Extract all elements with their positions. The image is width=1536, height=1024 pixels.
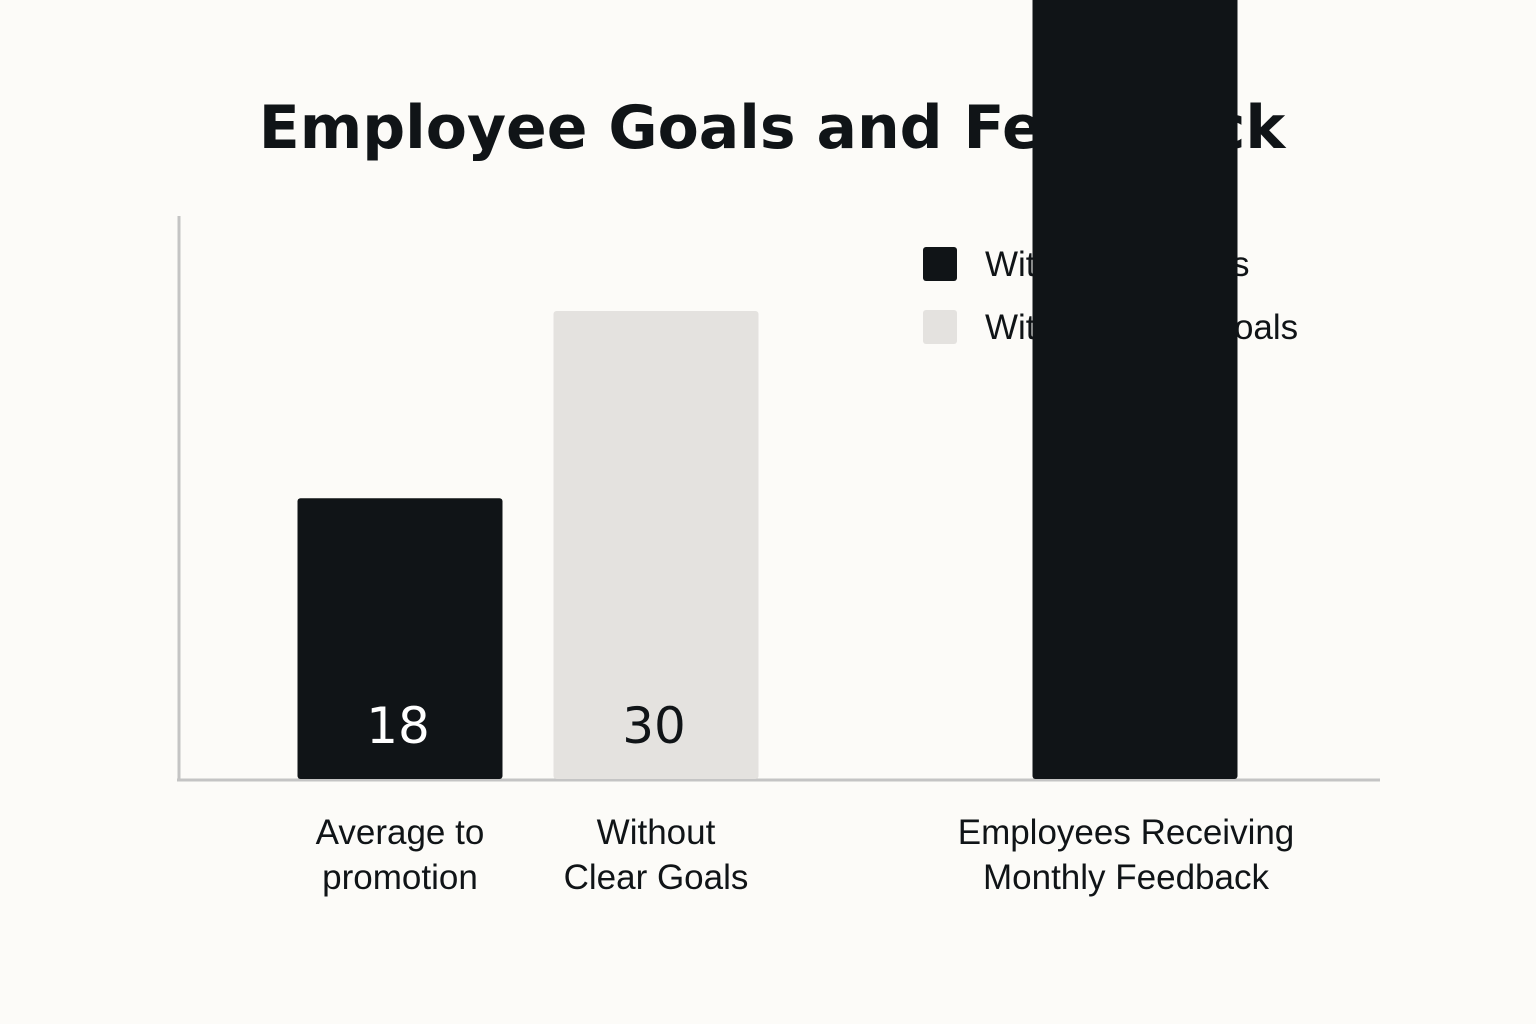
legend-swatch-2 bbox=[923, 310, 957, 344]
bar-value-label-1: 18 bbox=[366, 697, 430, 755]
category-labels: Average to promotion Without Clear Goals Emp… bbox=[316, 813, 1295, 897]
category-label-1-line-1: Average to bbox=[316, 813, 485, 852]
legend-swatch-1 bbox=[923, 247, 957, 281]
category-label-2-line-2: Clear Goals bbox=[564, 858, 749, 897]
category-label-2-line-1: Without bbox=[597, 813, 716, 852]
category-label-3-line-1: Employees Receiving bbox=[958, 813, 1295, 852]
bar-2 bbox=[553, 311, 759, 779]
category-label-3-line-2: Monthly Feedback bbox=[983, 858, 1269, 897]
bars bbox=[297, 0, 1238, 779]
bar-value-label-2: 30 bbox=[622, 697, 686, 755]
bar-labels: 183065% bbox=[366, 697, 686, 755]
bar-1 bbox=[297, 498, 503, 779]
category-label-1-line-2: promotion bbox=[322, 858, 478, 897]
bar-3 bbox=[1032, 0, 1238, 779]
